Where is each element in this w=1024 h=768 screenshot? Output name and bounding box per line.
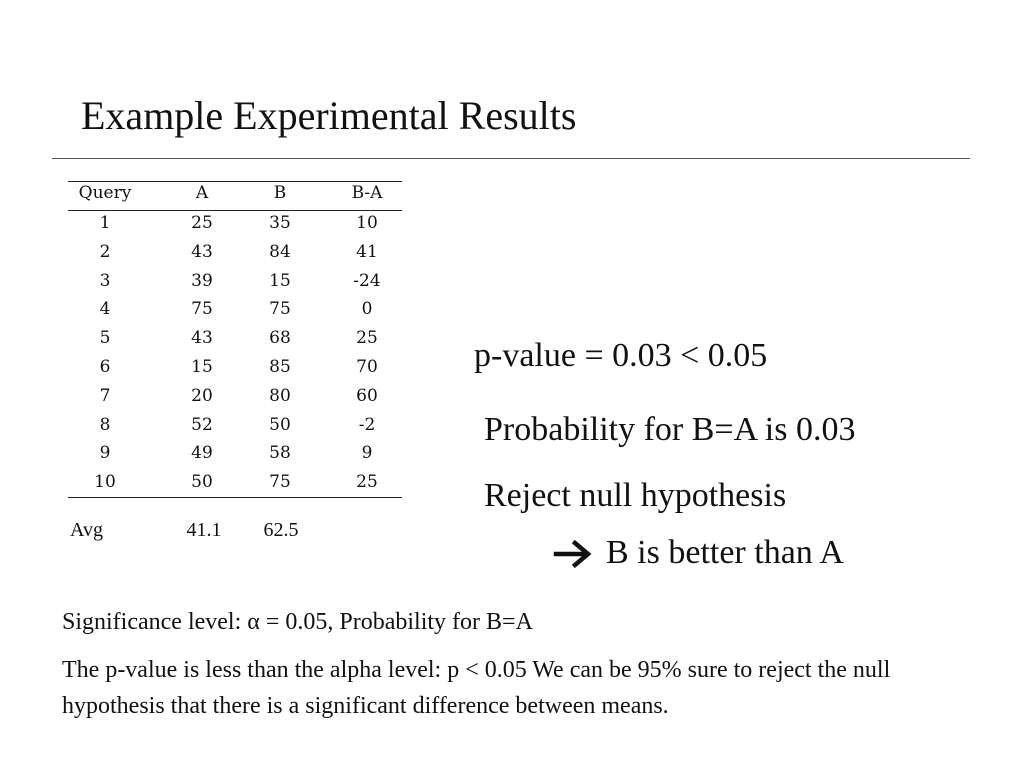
conclusion: B is better than A xyxy=(606,534,844,571)
table-cell: 84 xyxy=(269,241,291,262)
p-value: p-value = 0.03 < 0.05 xyxy=(474,337,768,374)
average-label: Avg xyxy=(70,519,103,541)
table-cell: -2 xyxy=(358,414,376,435)
average-value: 41.1 xyxy=(186,519,222,541)
table-cell: 0 xyxy=(361,299,373,320)
average-value: 62.5 xyxy=(263,519,299,541)
table-cell: 7 xyxy=(99,385,111,406)
table-cell: 75 xyxy=(269,472,291,493)
table-cell: 41 xyxy=(356,241,378,262)
table-cell: 75 xyxy=(269,299,291,320)
table-cell: 3 xyxy=(99,270,111,291)
title-rule xyxy=(52,158,970,159)
table-cell: 85 xyxy=(269,357,291,377)
table-cell: 43 xyxy=(191,328,213,349)
table-top-rule xyxy=(68,181,402,182)
table-cell: 60 xyxy=(356,385,378,406)
table-cell: 52 xyxy=(191,414,213,435)
table-cell: 80 xyxy=(269,385,291,406)
table-cell: 70 xyxy=(356,357,378,377)
table-cell: 25 xyxy=(191,213,213,233)
table-cell: 39 xyxy=(191,270,213,291)
column-header: B xyxy=(273,183,287,203)
table-cell: 75 xyxy=(191,299,213,320)
table-cell: 8 xyxy=(99,414,111,435)
table-bottom-rule xyxy=(68,497,402,498)
significance-note: Significance level: α = 0.05, Probabilit… xyxy=(62,609,533,635)
table-cell: 4 xyxy=(99,299,111,320)
table-cell: 50 xyxy=(191,472,213,493)
table-cell: 35 xyxy=(269,213,291,233)
table-cell: 25 xyxy=(356,472,378,493)
table-cell: 9 xyxy=(361,443,373,464)
table-cell: 25 xyxy=(356,328,378,349)
table-cell: 10 xyxy=(356,213,378,233)
table-cell: 15 xyxy=(191,357,213,377)
table-cell: 9 xyxy=(99,443,111,464)
table-cell: 49 xyxy=(191,443,213,464)
table-cell: 1 xyxy=(99,213,111,233)
probability: Probability for B=A is 0.03 xyxy=(484,411,856,448)
table-cell: 20 xyxy=(191,385,213,406)
column-header: A xyxy=(195,183,209,203)
table-cell: 2 xyxy=(99,241,111,262)
table-cell: 68 xyxy=(269,328,291,349)
table-cell: 15 xyxy=(269,270,291,291)
column-header: B-A xyxy=(351,183,383,203)
slide-title: Example Experimental Results xyxy=(81,93,577,138)
table-cell: 10 xyxy=(94,472,116,493)
table-cell: 6 xyxy=(99,357,111,377)
table-cell: 58 xyxy=(269,443,291,464)
column-header: Query xyxy=(78,183,132,203)
table-cell: 5 xyxy=(99,328,111,349)
table-cell: 43 xyxy=(191,241,213,262)
decision: Reject null hypothesis xyxy=(484,477,787,514)
explanation-note: The p-value is less than the alpha level… xyxy=(62,657,891,719)
table-cell: -24 xyxy=(353,270,381,291)
table-cell: 50 xyxy=(269,414,291,435)
table-header-rule xyxy=(68,210,402,211)
arrow-icon xyxy=(553,539,592,569)
